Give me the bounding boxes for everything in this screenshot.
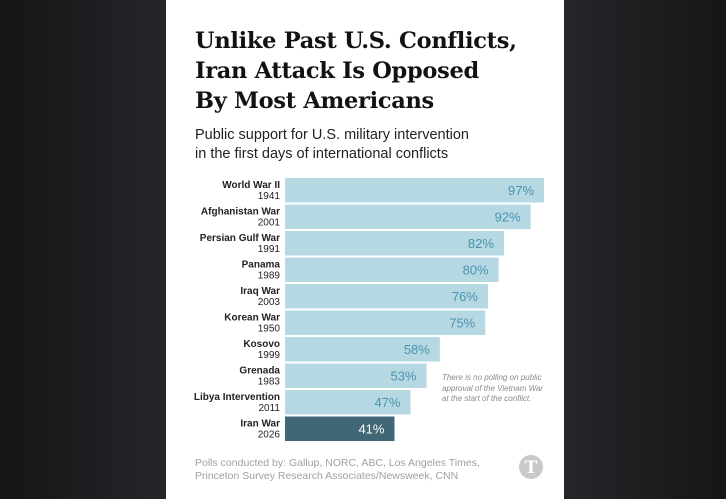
conflict-name-5: Korean War [224,313,280,324]
bar-8 [285,390,411,415]
conflict-name-8: Libya Intervention [194,392,280,403]
conflict-name-9: Iran War [240,419,280,430]
conflict-name-7: Grenada [239,366,280,377]
bar-value-label-4: 76% [452,289,478,304]
conflict-year-6: 1999 [258,350,281,361]
conflict-name-6: Kosovo [243,339,280,350]
bar-2 [285,231,504,256]
bar-value-label-0: 97% [508,183,534,198]
source-note: Polls conducted by: Gallup, NORC, ABC, L… [195,457,515,483]
conflict-year-0: 1941 [258,191,281,202]
conflict-year-3: 1989 [258,271,281,282]
svg-text:T: T [525,458,538,478]
bar-1 [285,204,531,229]
bar-value-label-9: 41% [358,422,384,437]
right-backdrop [564,0,726,499]
left-backdrop [0,0,166,499]
bar-value-label-1: 92% [495,210,521,225]
bar-9 [285,416,395,441]
conflict-year-4: 2003 [258,297,281,308]
subtitle-line-2: in the first days of international confl… [195,146,449,162]
conflict-year-1: 2001 [258,218,281,229]
vietnam-footnote: There is no polling on public approval o… [442,373,544,403]
nyt-t-icon: T [519,455,543,479]
headline-line-3: By Most Americans [195,88,434,114]
source-line-1: Polls conducted by: Gallup, NORC, ABC, L… [195,457,480,469]
subtitle: Public support for U.S. military interve… [195,126,535,164]
conflict-year-8: 2011 [258,403,280,414]
bar-7 [285,363,427,388]
bar-value-label-5: 75% [449,316,475,331]
subtitle-line-1: Public support for U.S. military interve… [195,127,469,143]
headline-line-2: Iran Attack Is Opposed [195,58,479,84]
source-line-2: Princeton Survey Research Associates/New… [195,470,459,482]
conflict-name-1: Afghanistan War [201,207,280,218]
conflict-name-0: World War II [222,180,280,191]
conflict-name-2: Persian Gulf War [200,233,280,244]
conflict-year-5: 1950 [258,324,281,335]
bar-0 [285,178,544,203]
bar-5 [285,310,486,335]
bar-4 [285,284,488,309]
bar-6 [285,337,440,362]
bar-value-label-7: 53% [390,369,416,384]
bar-value-label-3: 80% [463,263,489,278]
conflict-year-9: 2026 [258,430,281,441]
bar-value-label-6: 58% [404,342,430,357]
chart-card: Unlike Past U.S. Conflicts, Iran Attack … [166,0,564,499]
conflict-name-3: Panama [242,260,281,271]
conflict-name-4: Iraq War [240,286,280,297]
conflict-year-2: 1991 [258,244,281,255]
headline-line-1: Unlike Past U.S. Conflicts, [195,28,517,54]
bar-3 [285,257,499,282]
conflict-year-7: 1983 [258,377,281,388]
bar-value-label-8: 47% [374,395,400,410]
headline: Unlike Past U.S. Conflicts, Iran Attack … [195,26,555,116]
bar-value-label-2: 82% [468,236,494,251]
